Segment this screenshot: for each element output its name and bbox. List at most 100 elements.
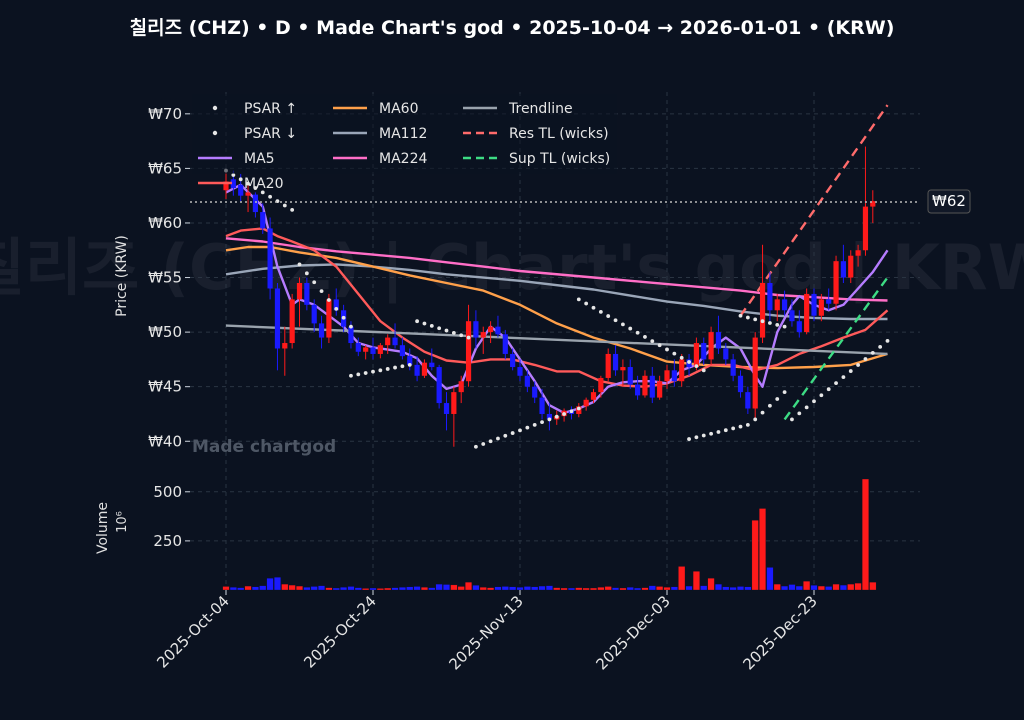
legend-label: MA224 xyxy=(379,151,427,167)
legend-label: Res TL (wicks) xyxy=(509,126,609,142)
psar-dot xyxy=(848,369,853,373)
candle-body xyxy=(715,332,722,349)
psar-dot xyxy=(510,431,515,435)
psar-dot xyxy=(518,428,522,433)
candle-body xyxy=(671,370,677,382)
volume-bar xyxy=(457,586,465,591)
psar-dot xyxy=(576,406,581,411)
psar-dot xyxy=(341,315,346,320)
psar-dot xyxy=(768,321,772,325)
psar-dot xyxy=(753,317,758,322)
candle-body xyxy=(590,392,597,400)
ma60-line xyxy=(225,245,888,370)
volume-bar xyxy=(619,587,627,591)
legend-swatch xyxy=(212,130,218,136)
legend-label: MA112 xyxy=(379,126,427,142)
psar-dot xyxy=(687,437,691,441)
candle-body xyxy=(443,403,450,414)
psar-dot xyxy=(474,444,478,449)
volume-bar xyxy=(501,586,509,591)
psar-dot xyxy=(775,397,780,401)
psar-dot xyxy=(297,262,302,267)
psar-dot xyxy=(591,305,596,310)
volume-bar xyxy=(751,520,759,591)
volume-bar xyxy=(523,586,531,591)
volume-bar xyxy=(347,586,355,591)
candle-body xyxy=(745,392,751,409)
candle-body xyxy=(730,359,736,376)
candle-body xyxy=(260,212,266,229)
psar-dot xyxy=(569,409,574,414)
candle-body xyxy=(517,367,523,376)
candle-body xyxy=(252,194,258,213)
candle-body xyxy=(635,384,641,396)
candle-body xyxy=(414,364,420,376)
volume-bar xyxy=(634,587,642,591)
ma112-line xyxy=(225,263,888,321)
candle-body xyxy=(532,386,538,398)
volume-bar xyxy=(832,583,840,591)
candle-body xyxy=(796,321,802,333)
volume-tick-label: 500 xyxy=(153,483,182,501)
candle-body xyxy=(245,192,251,196)
candle-body xyxy=(848,255,854,278)
candle-body xyxy=(348,326,354,344)
candle-body xyxy=(407,356,413,365)
volume-bar xyxy=(715,583,722,591)
last-price-box xyxy=(927,189,971,214)
price-tick-label: ₩40 xyxy=(148,432,182,450)
volume-bar xyxy=(288,584,296,591)
candle-body xyxy=(649,375,655,398)
candle-body xyxy=(465,321,472,382)
ma20-line xyxy=(225,227,889,388)
volume-axis-exponent: 10⁶ xyxy=(115,511,130,533)
candle-body xyxy=(642,375,648,396)
volume-bar xyxy=(479,587,487,591)
legend-label: PSAR ↓ xyxy=(244,126,297,142)
legend-label: Sup TL (wicks) xyxy=(509,151,610,167)
last-price-label: ₩62 xyxy=(932,192,966,210)
psar-dot xyxy=(679,355,684,360)
psar-dot xyxy=(238,177,243,182)
psar-dot xyxy=(768,403,772,408)
volume-bar xyxy=(244,585,252,591)
candle-body xyxy=(495,326,501,335)
candle-body xyxy=(355,343,361,352)
psar-dot xyxy=(723,428,728,433)
psar-dot xyxy=(841,375,846,380)
candle-body xyxy=(311,304,317,324)
volume-bar xyxy=(648,585,656,591)
price-tick-label: ₩45 xyxy=(148,378,182,396)
psar-dot xyxy=(349,324,353,329)
candle-body xyxy=(627,367,633,385)
volume-bar xyxy=(516,587,524,591)
psar-dot xyxy=(444,328,449,333)
candle-body xyxy=(870,201,876,207)
candle-body xyxy=(811,293,817,316)
psar-dot xyxy=(643,335,647,339)
volume-bar xyxy=(222,586,230,591)
volume-bar xyxy=(744,586,752,591)
psar-dot xyxy=(738,424,743,429)
volume-bar xyxy=(303,587,311,591)
volume-bar xyxy=(759,508,766,591)
psar-dot xyxy=(782,390,787,395)
psar-dot xyxy=(422,321,427,326)
psar-dot xyxy=(407,362,412,367)
candle-body xyxy=(451,392,457,414)
volume-bar xyxy=(494,586,502,591)
volume-bars xyxy=(222,478,877,591)
psar-dot xyxy=(312,280,317,285)
volume-bar xyxy=(237,587,245,591)
volume-bar xyxy=(825,586,833,591)
candle-body xyxy=(708,332,714,360)
watermark-small: Made chartgod xyxy=(192,437,336,457)
volume-bar xyxy=(553,587,561,591)
psar-dot xyxy=(562,412,566,416)
volume-bar xyxy=(604,586,612,591)
volume-bar xyxy=(597,587,605,591)
candle-body xyxy=(840,261,846,278)
volume-bar xyxy=(817,585,825,591)
volume-bar xyxy=(781,585,789,591)
psar-dot xyxy=(878,344,883,349)
